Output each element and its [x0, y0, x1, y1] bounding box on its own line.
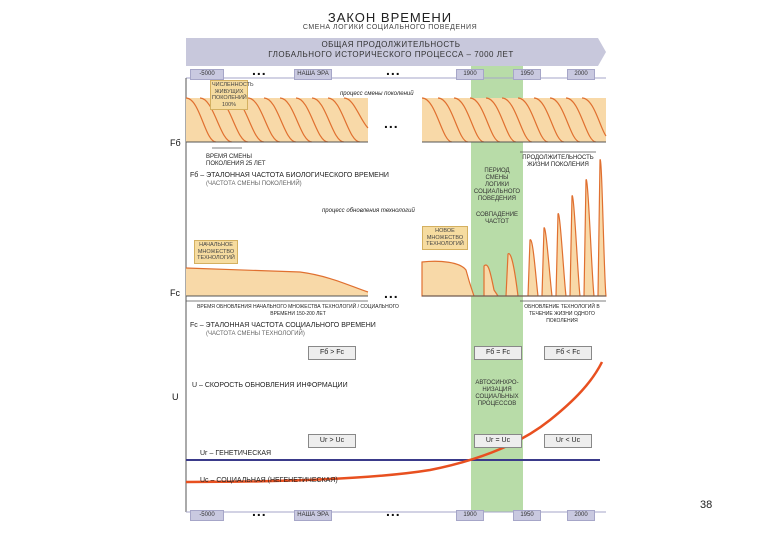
timeline-bottom-1950: 1950: [513, 510, 541, 521]
note-generation-life-right: ПРОДОЛЖИТЕЛЬНОСТЬ ЖИЗНИ ПОКОЛЕНИЯ: [522, 155, 594, 168]
compare-right: Fб < Fс: [544, 346, 592, 360]
page-subtitle: СМЕНА ЛОГИКИ СОЦИАЛЬНОГО ПОВЕДЕНИЯ: [302, 24, 478, 31]
timeline-top-start: -5000: [190, 69, 224, 80]
green-coincide-text: СОВПАДЕНИЕ ЧАСТОТ: [475, 212, 519, 225]
note-generation-lifetime: ЧИСЛЕННОСТЬ ЖИВУЩИХ ПОКОЛЕНИЙ 100%: [210, 80, 254, 110]
social-curve: [185, 361, 604, 484]
timeline-top-era: НАША ЭРА: [294, 69, 332, 80]
note-initial-tech: НАЧАЛЬНОЕ МНОЖЕСТВО ТЕХНОЛОГИЙ: [194, 240, 238, 264]
banner-text: ОБЩАЯ ПРОДОЛЖИТЕЛЬНОСТЬ ГЛОБАЛЬНОГО ИСТО…: [268, 40, 514, 59]
label-genetic-line: Uг – ГЕНЕТИЧЕСКАЯ: [200, 450, 272, 457]
compare-left: Fб > Fс: [308, 346, 356, 360]
generation-waves-left: [185, 97, 369, 143]
ellipsis-tech: ...: [384, 285, 399, 301]
timeline-top-ellipsis-1: ...: [252, 62, 267, 78]
tech-block-right: [421, 159, 607, 297]
note-generation-duration: ВРЕМЯ СМЕНЫ ПОКОЛЕНИЯ 25 ЛЕТ: [206, 154, 266, 167]
label-fb-axis: Fб: [170, 138, 181, 148]
label-fb-definition: Fб – ЭТАЛОННАЯ ЧАСТОТА БИОЛОГИЧЕСКОГО ВР…: [190, 172, 389, 179]
timeline-bottom-start: -5000: [190, 510, 224, 521]
timeline-top-1950: 1950: [513, 69, 541, 80]
page-title: ЗАКОН ВРЕМЕНИ: [327, 10, 453, 25]
timeline-top-ellipsis-2: ...: [386, 62, 401, 78]
note-tech-span: ВРЕМЯ ОБНОВЛЕНИЯ НАЧАЛЬНОГО МНОЖЕСТВА ТЕ…: [197, 304, 399, 317]
generation-waves-right: [421, 97, 607, 143]
timeline-top-1900: 1900: [456, 69, 484, 80]
label-generation-process: процесс смены поколений: [340, 91, 414, 97]
banner-arrow: [186, 38, 606, 66]
timeline-bottom-1900: 1900: [456, 510, 484, 521]
green-period-text: ПЕРИОД СМЕНЫ ЛОГИКИ СОЦИАЛЬНОГО ПОВЕДЕНИ…: [473, 168, 521, 202]
label-u-axis: U: [172, 392, 179, 402]
label-fc-sub: (ЧАСТОТА СМЕНЫ ТЕХНОЛОГИЙ): [206, 331, 305, 337]
label-fc-definition: Fс – ЭТАЛОННАЯ ЧАСТОТА СОЦИАЛЬНОГО ВРЕМЕ…: [190, 322, 376, 329]
note-tech-right: ОБНОВЛЕНИЕ ТЕХНОЛОГИЙ В ТЕЧЕНИЕ ЖИЗНИ ОД…: [524, 304, 600, 324]
compare-u-right: Uг < Uс: [544, 434, 592, 448]
timeline-bottom-era: НАША ЭРА: [294, 510, 332, 521]
tech-curve-left: [185, 267, 369, 293]
page-number: 38: [700, 499, 713, 511]
label-fb-sub: (ЧАСТОТА СМЕНЫ ПОКОЛЕНИЙ): [206, 181, 302, 187]
ellipsis-generation: ...: [384, 115, 399, 131]
timeline-top-2000: 2000: [567, 69, 595, 80]
timeline-bottom-ellipsis-2: ...: [386, 503, 401, 519]
compare-u-middle: Uг = Uс: [474, 434, 522, 448]
tech-block-left: [186, 268, 368, 296]
green-autosync-text: АВТОСИНХРО-НИЗАЦИЯ СОЦИАЛЬНЫХ ПРОЦЕССОВ: [475, 380, 519, 407]
note-new-tech: НОВОЕ МНОЖЕСТВО ТЕХНОЛОГИЙ: [422, 226, 468, 250]
timeline-bottom-2000: 2000: [567, 510, 595, 521]
generation-block-right: [422, 98, 606, 142]
timeline-bottom-ellipsis-1: ...: [252, 503, 267, 519]
label-fc-axis: Fс: [170, 288, 180, 298]
label-tech-process: процесс обновления технологий: [322, 208, 415, 214]
label-u-definition: U – СКОРОСТЬ ОБНОВЛЕНИЯ ИНФОРМАЦИИ: [192, 382, 348, 389]
label-social-line: Uс – СОЦИАЛЬНАЯ (НЕГЕНЕТИЧЕСКАЯ): [200, 477, 338, 484]
compare-u-left: Uг > Uс: [308, 434, 356, 448]
compare-middle: Fб = Fс: [474, 346, 522, 360]
